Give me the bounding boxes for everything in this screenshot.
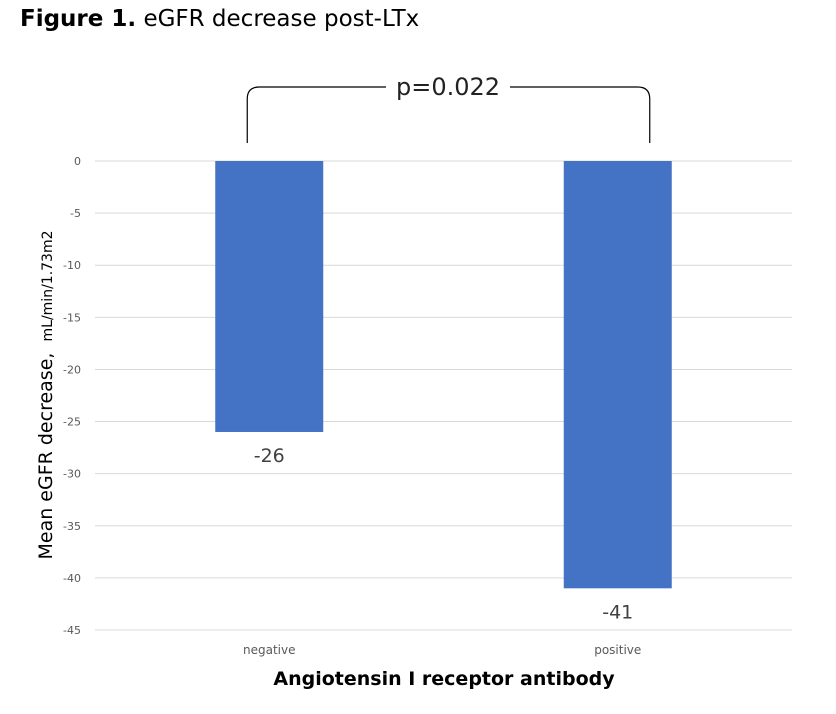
bar-negative xyxy=(215,161,324,432)
y-tick-label: -10 xyxy=(63,259,81,272)
y-tick-label: -20 xyxy=(63,363,81,376)
data-label-positive: -41 xyxy=(602,601,633,623)
figure-label: Figure 1. xyxy=(20,6,137,32)
significance-bracket-left xyxy=(246,86,386,143)
data-label-negative: -26 xyxy=(254,445,285,467)
x-axis-ticks: negative positive xyxy=(243,643,641,657)
p-value-label: p=0.022 xyxy=(396,73,500,101)
bars xyxy=(215,161,672,589)
y-tick-label: -35 xyxy=(63,520,81,533)
figure-title-text: eGFR decrease post-LTx xyxy=(143,6,420,32)
y-tick-label: 0 xyxy=(74,155,81,168)
y-tick-label: -45 xyxy=(63,624,81,637)
x-axis-label: Angiotensin I receptor antibody xyxy=(273,668,615,690)
figure-title: Figure 1. eGFR decrease post-LTx xyxy=(20,6,419,32)
x-tick-label-negative: negative xyxy=(243,643,295,657)
y-tick-label: -40 xyxy=(63,572,81,585)
y-axis-ticks: 0 -5 -10 -15 -20 -25 -30 -35 -40 -45 xyxy=(63,155,81,637)
bar-positive xyxy=(563,161,672,589)
y-tick-label: -30 xyxy=(63,468,81,481)
y-tick-label: -5 xyxy=(70,207,81,220)
y-axis-label-unit: mL/min/1.73m2 xyxy=(40,230,56,341)
significance-annotation: p=0.022 xyxy=(246,73,651,143)
y-axis-label-main: Mean eGFR decrease, xyxy=(35,353,57,560)
significance-bracket-right xyxy=(510,86,651,143)
y-tick-label: -25 xyxy=(63,416,81,429)
data-labels: -26 -41 xyxy=(254,445,634,623)
y-axis-label: Mean eGFR decrease, mL/min/1.73m2 xyxy=(35,230,57,559)
y-tick-label: -15 xyxy=(63,311,81,324)
gridlines xyxy=(95,160,792,631)
x-tick-label-positive: positive xyxy=(594,643,641,657)
